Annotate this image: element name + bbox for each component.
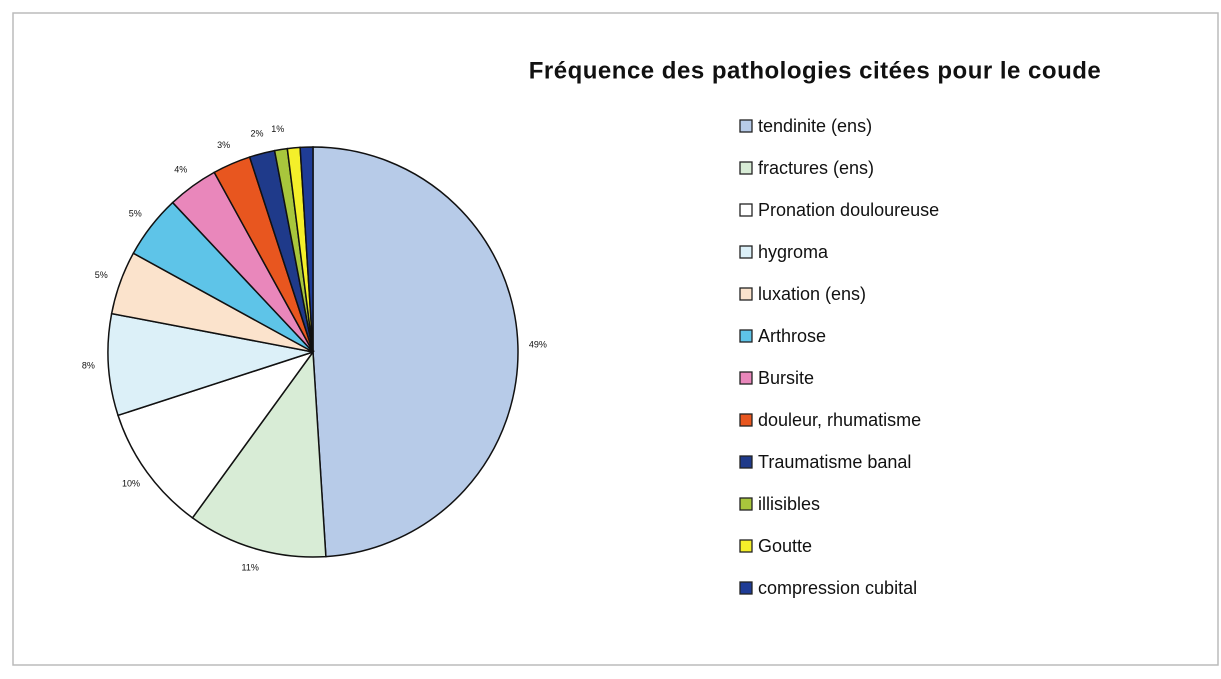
legend-label: fractures (ens) bbox=[758, 158, 874, 178]
pie-slice bbox=[107, 312, 314, 417]
legend-label: luxation (ens) bbox=[758, 284, 866, 304]
legend-swatch bbox=[739, 119, 753, 133]
data-label: 11% bbox=[242, 562, 259, 572]
data-label: 8% bbox=[82, 361, 95, 371]
legend-swatch bbox=[739, 287, 753, 301]
data-label: 2% bbox=[251, 128, 264, 138]
pie-slice bbox=[117, 350, 315, 519]
legend-label: Traumatisme banal bbox=[758, 452, 911, 472]
pie-slice bbox=[191, 349, 327, 558]
data-label: 5% bbox=[95, 270, 108, 280]
legend-label: Goutte bbox=[758, 536, 812, 556]
legend-label: douleur, rhumatisme bbox=[758, 410, 921, 430]
data-label: 1% bbox=[271, 124, 284, 134]
legend-swatch bbox=[739, 245, 753, 259]
chart-title: Fréquence des pathologies citées pour le… bbox=[529, 57, 1101, 84]
pie-slice bbox=[299, 146, 314, 353]
data-label: 49% bbox=[529, 339, 547, 349]
legend-swatch bbox=[739, 455, 753, 469]
legend-swatch bbox=[739, 413, 753, 427]
legend-label: hygroma bbox=[758, 242, 829, 262]
legend-swatch bbox=[739, 539, 753, 553]
legend-swatch bbox=[739, 497, 753, 511]
legend-label: Arthrose bbox=[758, 326, 826, 346]
legend-label: illisibles bbox=[758, 494, 820, 514]
pie-slice bbox=[312, 146, 519, 558]
legend-label: compression cubital bbox=[758, 578, 917, 598]
legend-label: tendinite (ens) bbox=[758, 116, 872, 136]
data-label: 5% bbox=[129, 208, 142, 218]
legend-label: Bursite bbox=[758, 368, 814, 388]
legend-swatch bbox=[739, 371, 753, 385]
data-label: 3% bbox=[217, 140, 230, 150]
legend-swatch bbox=[739, 581, 753, 595]
legend-swatch bbox=[739, 203, 753, 217]
data-label: 10% bbox=[122, 479, 140, 489]
legend-swatch bbox=[739, 161, 753, 175]
data-label: 4% bbox=[174, 164, 187, 174]
legend-label: Pronation douloureuse bbox=[758, 200, 939, 220]
legend-swatch bbox=[739, 329, 753, 343]
